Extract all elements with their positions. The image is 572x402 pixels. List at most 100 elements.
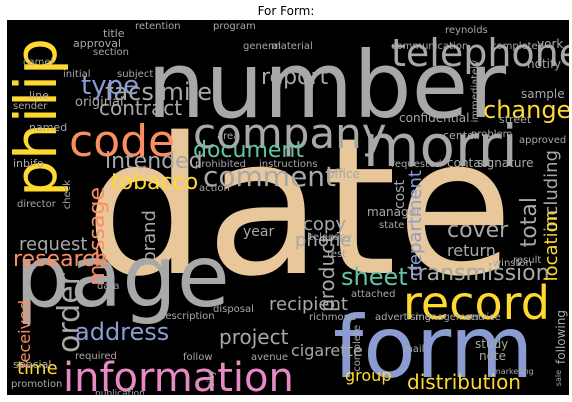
cloud-word: avenue (251, 352, 289, 363)
cloud-word: richmond (309, 312, 357, 323)
cloud-word: tobacco (111, 170, 199, 195)
cloud-word: check (62, 180, 73, 210)
cloud-word: phone (295, 230, 352, 251)
cloud-word: immediately (470, 60, 481, 123)
cloud-word: intended (105, 149, 203, 174)
cloud-word: time (17, 358, 58, 379)
cloud-word: project (219, 325, 289, 349)
cloud-word: requested (391, 159, 442, 170)
cloud-word: title (103, 27, 125, 40)
cloud-word: sender (13, 101, 48, 112)
cloud-word: record (403, 276, 550, 330)
cloud-word: communication (391, 41, 469, 52)
cloud-word: winston (493, 258, 532, 269)
word-cloud-canvas: date number page form information philip code c… (7, 20, 569, 395)
cloud-word: location (541, 210, 562, 282)
cloud-word: department (405, 170, 426, 277)
cloud-word: telephone (391, 31, 569, 75)
cloud-word: center (443, 129, 479, 142)
cloud-word: required (75, 351, 117, 362)
cloud-word: section (93, 47, 130, 58)
cloud-word: contact (447, 156, 492, 170)
cloud-word: company (193, 109, 387, 158)
cloud-word: document (193, 138, 304, 163)
cloud-word: retention (135, 21, 181, 32)
cloud-word: follow (183, 352, 213, 363)
cloud-word: comment (203, 160, 337, 193)
cloud-word: state (379, 220, 405, 231)
cloud-word: promotion (11, 379, 63, 390)
cloud-word: description (159, 311, 215, 322)
cloud-word: cost (392, 180, 408, 210)
cloud-word: complete (352, 325, 363, 372)
cloud-word: mail (403, 344, 425, 355)
cloud-word: york (537, 37, 564, 51)
cloud-word: telecopy (309, 232, 352, 243)
cloud-word: information (63, 355, 294, 395)
cloud-word: report (261, 65, 329, 90)
cloud-word: management (415, 312, 482, 323)
cloud-word: manager (367, 205, 421, 219)
cloud-word: recipient (269, 294, 348, 315)
cloud-word: result (513, 255, 542, 266)
cloud-word: signature (477, 156, 534, 170)
cloud-word: form (333, 298, 534, 395)
cloud-word: study (475, 337, 509, 351)
cloud-word: notify (527, 57, 562, 71)
cloud-word: camel (23, 57, 54, 68)
cloud-word: confidential (399, 111, 470, 125)
cloud-word: facsimile (105, 78, 213, 106)
cloud-word: data (97, 281, 120, 292)
cloud-word: transmission (409, 261, 550, 286)
cloud-word: total (517, 197, 542, 248)
cloud-word: inbifo (13, 157, 44, 170)
cloud-word: material (271, 41, 313, 52)
cloud-word: prohibited (195, 159, 247, 170)
cloud-word: distribution (407, 370, 521, 394)
cloud-word: change (483, 96, 569, 124)
cloud-word: street (499, 113, 532, 126)
cloud-word: note (479, 349, 507, 363)
cloud-word: publication (95, 389, 145, 396)
cloud-word: original (75, 95, 124, 110)
cloud-word: approved (519, 135, 567, 146)
cloud-word: return (447, 241, 496, 260)
cloud-word: advertising (375, 312, 432, 323)
figure-title: For Form: (257, 4, 315, 18)
cloud-word: city (206, 370, 217, 389)
cloud-word: problem (471, 129, 513, 140)
cloud-word: cigarette (291, 341, 363, 360)
cloud-word: contract (99, 96, 183, 120)
cloud-word: action (199, 183, 230, 194)
cloud-word: office (327, 167, 360, 181)
cloud-word: service (465, 312, 501, 323)
cloud-word: group (345, 366, 392, 385)
cloud-word: test (327, 249, 347, 260)
cloud-word: year (243, 224, 275, 240)
cloud-word: sale (554, 370, 563, 387)
cloud-word: sheet (341, 263, 408, 291)
cloud-word: code (69, 116, 176, 167)
cloud-word: address (75, 318, 170, 346)
cloud-word: following (554, 310, 568, 364)
cloud-word: subject (117, 69, 154, 80)
cloud-word: special (13, 358, 52, 371)
cloud-word: reynolds (445, 25, 488, 36)
cloud-word: copy (303, 214, 346, 235)
cloud-word: research (13, 247, 109, 272)
cloud-word: disposal (213, 304, 254, 315)
cloud-word: general (243, 41, 282, 52)
cloud-word: order (52, 273, 87, 353)
cloud-word: instructions (259, 159, 318, 170)
cloud-word: attached (351, 289, 396, 300)
cloud-word: morri (363, 112, 518, 180)
cloud-word: completed (491, 41, 545, 52)
cloud-word: program (213, 21, 256, 32)
cloud-word: line (29, 89, 49, 102)
cloud-word: cover (447, 218, 509, 243)
cloud-word: approval (73, 37, 122, 50)
cloud-word: request (19, 234, 88, 255)
cloud-word: area (217, 131, 240, 142)
cloud-word: brand (139, 210, 160, 263)
cloud-word: type (81, 71, 140, 101)
